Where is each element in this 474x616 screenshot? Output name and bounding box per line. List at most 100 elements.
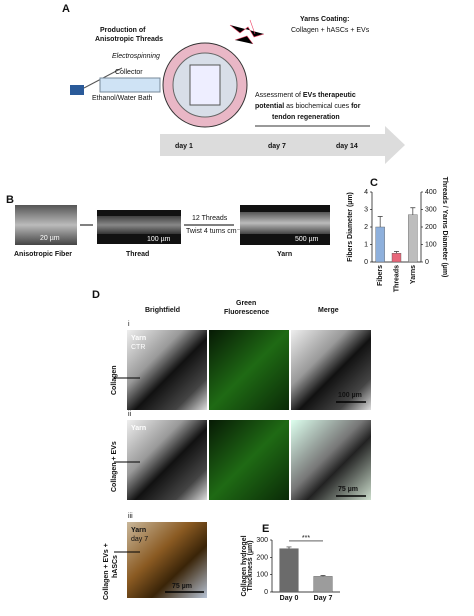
row-numeral: iii <box>128 513 133 520</box>
scale-label: 100 µm <box>338 392 362 399</box>
yarn <box>240 212 330 234</box>
fluorescence-image <box>209 330 289 410</box>
image-tag: CTR <box>131 344 145 351</box>
brightfield-image <box>127 522 207 598</box>
tick-label: 0 <box>425 259 429 266</box>
caption: Thread <box>126 251 149 258</box>
column-header: Green <box>236 300 256 307</box>
x-tick-label: Yarns <box>410 265 417 284</box>
tick-label: 400 <box>425 189 437 196</box>
x-tick-label: Day 7 <box>314 595 333 602</box>
column-header: Fluorescence <box>224 309 269 316</box>
panel-a: A Production of Anisotropic Threads Elec… <box>62 3 405 164</box>
tick-label: 1 <box>364 242 368 249</box>
panel-d: D Brightfield Green Fluorescence Merge i… <box>92 289 371 600</box>
method: Electrospinning <box>112 53 160 60</box>
bath-icon <box>99 77 161 93</box>
merge-image <box>291 420 371 500</box>
text: EVs therapeutic <box>303 92 356 99</box>
error-bar <box>320 575 326 577</box>
bar <box>391 253 402 263</box>
text: tendon regeneration <box>272 114 340 121</box>
day: day 14 <box>336 143 358 150</box>
step: 12 Threads <box>192 215 228 222</box>
panel-b: B 20 µm Anisotropic Fiber 100 µm Thread … <box>6 194 330 258</box>
production-title: Production of <box>100 27 146 34</box>
row-numeral: ii <box>128 411 132 418</box>
coating-title: Yarns Coating: <box>300 16 349 23</box>
y-axis-label: Thickness (µm) <box>247 540 254 591</box>
row-label: hASCs <box>112 555 119 578</box>
bar <box>375 226 385 263</box>
scale-label: 100 µm <box>147 236 171 243</box>
day: day 7 <box>268 143 286 150</box>
tick-label: 200 <box>256 554 268 561</box>
day: day 1 <box>175 143 193 150</box>
scale-label: 75 µm <box>338 486 358 493</box>
panel-label: E <box>262 523 269 535</box>
caption: Anisotropic Fiber <box>14 251 72 258</box>
tick-label: 0 <box>364 259 368 266</box>
tick-label: 2 <box>364 224 368 231</box>
sem-image <box>15 205 77 245</box>
coating-text: Collagen + hASCs + EVs <box>291 27 370 34</box>
bath-label: Ethanol/Water Bath <box>92 95 153 102</box>
cell-sketch <box>229 19 265 45</box>
tick-label: 100 <box>425 242 437 249</box>
text: for <box>351 103 361 110</box>
error-bar <box>286 546 292 549</box>
y-axis-label: Fibers Diameter (µm) <box>347 192 354 262</box>
annotation: *** <box>302 535 310 542</box>
y-axis-label: Collagen hydrogel <box>241 535 248 596</box>
row-label: Collagen <box>111 365 118 395</box>
panel-c: C 0 1 2 3 4 0 100 200 300 400 Fibers Threads Yarns Fi… <box>347 177 448 293</box>
scale-label: 20 µm <box>40 235 60 242</box>
x-tick-label: Fibers <box>377 265 384 286</box>
error-bar <box>377 216 383 227</box>
tick-label: 0 <box>264 589 268 596</box>
step: Twist 4 turns cm⁻¹ <box>186 228 243 235</box>
image-tag: Yarn <box>131 425 146 432</box>
row-label: Collagen + EVs <box>111 441 118 492</box>
thread <box>97 216 181 234</box>
tick-label: 200 <box>425 224 437 231</box>
panel-label: A <box>62 3 70 15</box>
column-header: Merge <box>318 307 339 314</box>
x-tick-label: Threads <box>394 265 401 292</box>
production-title: Anisotropic Threads <box>95 36 163 43</box>
row-numeral: i <box>128 321 130 328</box>
tick-label: 100 <box>256 572 268 579</box>
panel-label: C <box>370 177 378 189</box>
bar <box>313 576 333 593</box>
svg-text:Assessment of EVs therapeutic: Assessment of EVs therapeutic <box>255 92 356 99</box>
bar <box>408 214 418 263</box>
image-tag: Yarn <box>131 335 146 342</box>
bar <box>279 548 299 593</box>
y2-axis-label: Threads / Yarns Diameter (µm) <box>441 177 448 278</box>
image-tag: Yarn <box>131 527 146 534</box>
row-label: Collagen + EVs + <box>103 543 110 600</box>
image-tag: day 7 <box>131 536 148 543</box>
collector-label: Collector <box>115 69 143 76</box>
column-header: Brightfield <box>145 307 180 314</box>
timeline-arrow <box>160 126 405 164</box>
caption: Yarn <box>277 251 292 258</box>
text: Assessment of <box>255 92 303 99</box>
x-tick-label: Day 0 <box>280 595 299 602</box>
scale-label: 75 µm <box>172 583 192 590</box>
tick-label: 3 <box>364 207 368 214</box>
yarn-frame <box>189 64 221 106</box>
brightfield-image <box>127 420 207 500</box>
error-bar <box>394 251 399 254</box>
panel-e: E 0 100 200 300 Day 0 Day 7 Collagen hydrogel T… <box>241 523 340 602</box>
panel-label: D <box>92 289 100 301</box>
svg-text:potential as biochemical cues: potential as biochemical cues for <box>255 103 361 110</box>
tick-label: 300 <box>425 207 437 214</box>
panel-label: B <box>6 194 14 206</box>
pump-icon <box>70 85 84 95</box>
tick-label: 300 <box>256 537 268 544</box>
text: as biochemical cues <box>284 103 351 110</box>
scale-label: 500 µm <box>295 236 319 243</box>
text: potential <box>255 103 284 110</box>
